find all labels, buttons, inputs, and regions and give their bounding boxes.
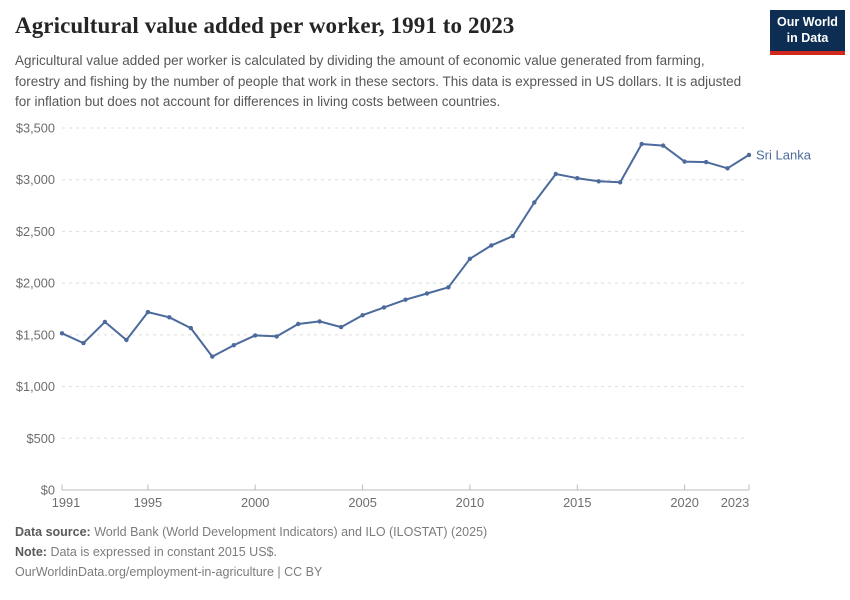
data-point[interactable] [703, 159, 709, 165]
y-tick-label: $1,000 [16, 379, 55, 394]
data-point[interactable] [102, 319, 108, 325]
data-point[interactable] [253, 333, 258, 338]
note-value: Data is expressed in constant 2015 US$. [50, 545, 277, 559]
data-source-value: World Bank (World Development Indicators… [94, 525, 488, 539]
data-source-line: Data source: World Bank (World Developme… [15, 522, 487, 542]
data-point[interactable] [210, 354, 215, 359]
data-point[interactable] [682, 159, 687, 164]
data-source-label: Data source: [15, 525, 91, 539]
note-line: Note: Data is expressed in constant 2015… [15, 542, 487, 562]
data-point[interactable] [639, 141, 644, 147]
data-point[interactable] [360, 313, 365, 318]
data-point[interactable] [381, 305, 387, 310]
data-point[interactable] [489, 243, 494, 248]
x-tick-label: 2015 [563, 495, 591, 510]
chart-footer: Data source: World Bank (World Developme… [15, 522, 487, 582]
data-point[interactable] [274, 334, 279, 339]
owid-logo-line2: in Data [786, 30, 829, 45]
data-point[interactable] [618, 180, 623, 185]
data-point[interactable] [510, 233, 515, 239]
data-point[interactable] [446, 285, 451, 290]
series-line[interactable] [61, 143, 750, 358]
x-tick-label: 1995 [134, 495, 162, 510]
data-point[interactable] [596, 179, 601, 184]
owid-logo[interactable]: Our World in Data [770, 10, 845, 55]
data-point[interactable] [188, 325, 193, 331]
data-point[interactable] [467, 256, 473, 261]
owid-logo-line1: Our World [777, 14, 838, 29]
data-point[interactable] [553, 171, 558, 177]
data-point[interactable] [317, 319, 322, 324]
data-point[interactable] [124, 337, 129, 343]
data-point[interactable] [532, 200, 537, 205]
y-tick-label: $3,000 [16, 172, 55, 187]
data-point[interactable] [746, 152, 752, 158]
y-tick-label: $0 [41, 483, 55, 498]
data-point[interactable] [338, 324, 344, 330]
data-point[interactable] [403, 297, 408, 302]
x-tick-label: 2000 [241, 495, 269, 510]
entity-label[interactable]: Sri Lanka [756, 147, 812, 162]
page-title: Agricultural value added per worker, 199… [15, 13, 515, 38]
x-tick-label: 2010 [456, 495, 484, 510]
y-tick-label: $1,500 [16, 327, 55, 342]
note-label: Note: [15, 545, 47, 559]
x-tick-label: 2020 [670, 495, 698, 510]
data-point[interactable] [725, 166, 730, 171]
data-point[interactable] [145, 309, 151, 315]
data-point[interactable] [59, 331, 65, 336]
chart-subtitle: Agricultural value added per worker is c… [15, 53, 742, 110]
data-point[interactable] [575, 176, 580, 181]
data-point[interactable] [296, 321, 301, 327]
y-tick-label: $2,500 [16, 224, 55, 239]
x-tick-label: 2005 [348, 495, 376, 510]
data-point[interactable] [167, 315, 172, 320]
y-tick-label: $2,000 [16, 276, 55, 291]
x-tick-label: 2023 [721, 495, 749, 510]
data-point[interactable] [81, 340, 86, 346]
license-link-line[interactable]: OurWorldinData.org/employment-in-agricul… [15, 565, 323, 579]
y-tick-label: $3,500 [16, 121, 55, 136]
y-tick-label: $500 [27, 431, 55, 446]
data-point[interactable] [231, 343, 236, 348]
data-point[interactable] [424, 291, 430, 296]
x-tick-label: 1991 [52, 495, 80, 510]
data-point[interactable] [660, 143, 666, 148]
